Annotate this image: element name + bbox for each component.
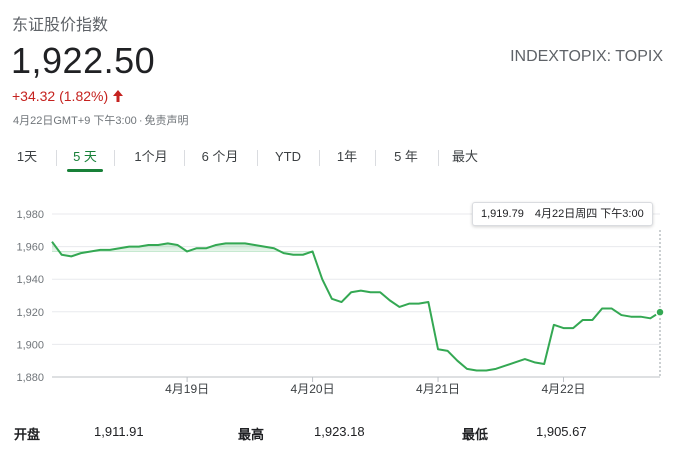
tab-divider [257, 150, 258, 166]
tab-divider [319, 150, 320, 166]
stat-label-high: 最高 [238, 427, 265, 442]
stat-label-low: 最低 [462, 427, 489, 442]
tab-5y[interactable]: 5 年 [394, 149, 418, 164]
timestamp: 4月22日GMT+9 下午3:00 [13, 115, 137, 127]
tab-divider [56, 150, 57, 166]
current-price: 1,922.50 [11, 40, 156, 81]
ticker-symbol: INDEXTOPIX: TOPIX [510, 48, 663, 65]
chart-tooltip: 1,919.79 4月22日周四 下午3:00 [472, 202, 653, 226]
y-tick-label: 1,880 [16, 372, 44, 384]
tab-divider [184, 150, 185, 166]
disclaimer-link[interactable]: 免责声明 [144, 115, 189, 127]
price-change: +34.32 (1.82%) [12, 88, 124, 104]
tab-1y[interactable]: 1年 [336, 149, 358, 164]
y-tick-label: 1,960 [16, 242, 44, 254]
tab-divider [375, 150, 376, 166]
arrow-up-icon [112, 89, 124, 103]
price-line [51, 241, 661, 372]
range-tabs: 1天 5 天 1个月 6 个月 YTD 1年 5 年 最大 [0, 146, 678, 174]
hover-point [655, 307, 665, 317]
tooltip-datetime: 4月22日周四 下午3:00 [534, 208, 644, 220]
price-chart[interactable]: 1,880 1,900 1,920 1,940 1,960 1,980 4月19日 4月20日… [0, 196, 678, 406]
tab-6m[interactable]: 6 个月 [201, 149, 239, 164]
tab-1d[interactable]: 1天 [16, 149, 38, 164]
y-tick-label: 1,900 [16, 339, 44, 351]
stat-value-low: 1,905.67 [536, 424, 587, 439]
tab-divider [438, 150, 439, 166]
tab-divider [114, 150, 115, 166]
x-tick-label: 4月22日 [541, 382, 585, 396]
x-tick-label: 4月19日 [165, 382, 209, 396]
stat-label-open: 开盘 [14, 427, 41, 442]
tooltip-value: 1,919.79 [481, 208, 524, 220]
y-tick-label: 1,940 [16, 274, 44, 286]
stats-row: 开盘 1,911.91 最高 1,923.18 最低 1,905.67 [0, 420, 678, 444]
tab-5d[interactable]: 5 天 [67, 146, 103, 172]
x-tick-label: 4月20日 [291, 382, 335, 396]
timestamp-line: 4月22日GMT+9 下午3:00 · 免责声明 [13, 115, 189, 127]
stat-value-high: 1,923.18 [314, 424, 365, 439]
tab-ytd[interactable]: YTD [275, 149, 301, 164]
y-tick-label: 1,920 [16, 307, 44, 319]
price-change-value: +34.32 (1.82%) [12, 88, 109, 104]
tab-max[interactable]: 最大 [451, 149, 478, 164]
index-title: 东证股价指数 [12, 17, 109, 34]
tab-1m[interactable]: 1个月 [134, 149, 168, 164]
x-tick-label: 4月21日 [416, 382, 460, 396]
stat-value-open: 1,911.91 [94, 424, 144, 439]
y-tick-label: 1,980 [16, 209, 44, 221]
